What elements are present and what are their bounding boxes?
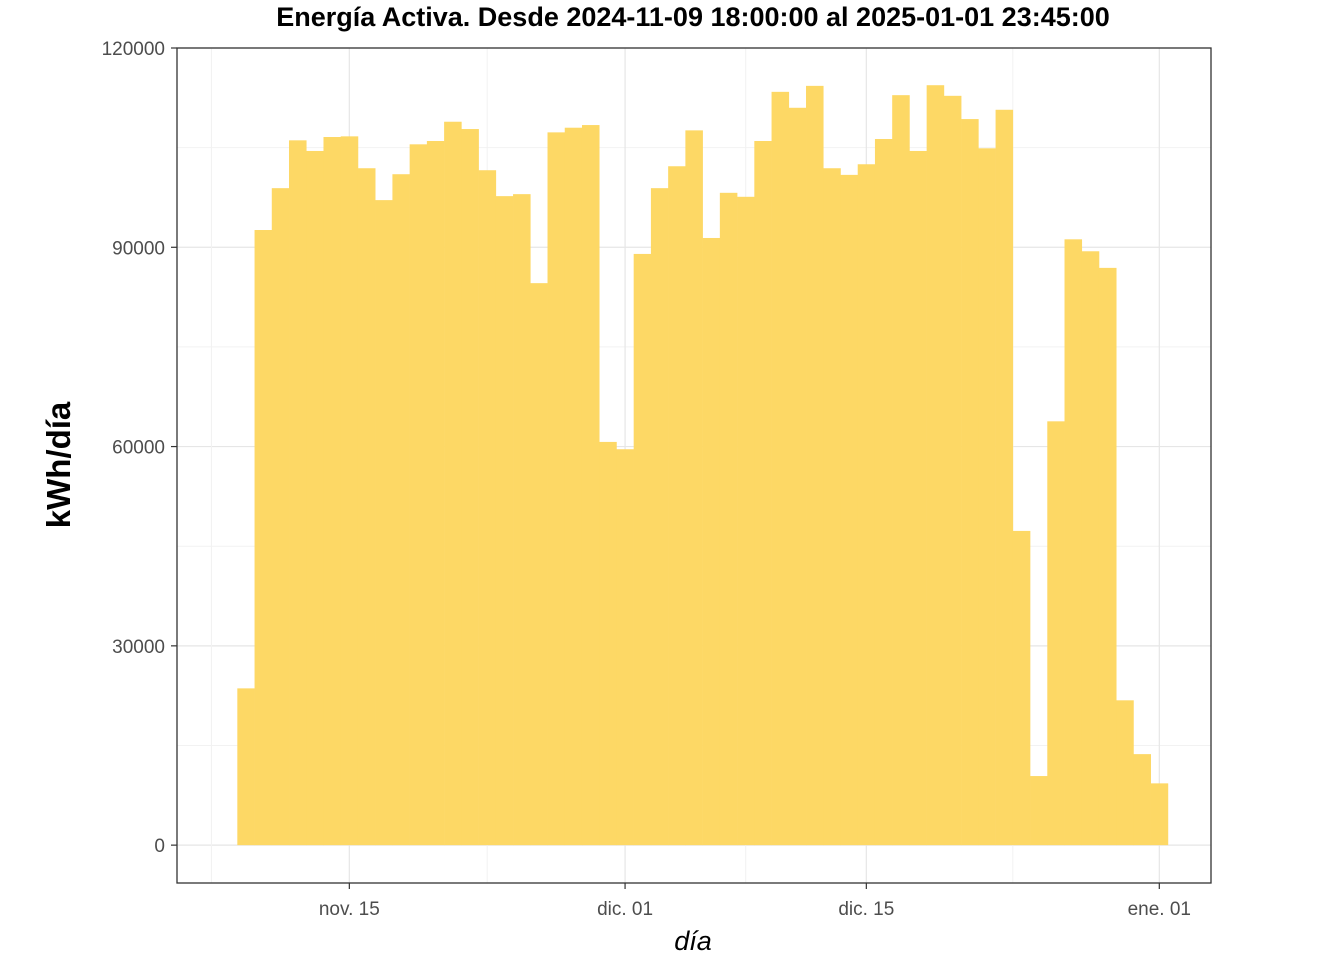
bar xyxy=(995,109,1014,846)
bar xyxy=(340,136,359,846)
bar xyxy=(823,168,841,846)
x-tick-label: dic. 15 xyxy=(838,899,894,920)
bar xyxy=(1116,700,1134,846)
x-axis-label: día xyxy=(674,926,712,956)
bar xyxy=(874,139,893,846)
bar xyxy=(444,121,462,846)
bar xyxy=(737,196,755,846)
bar xyxy=(926,85,945,846)
bar xyxy=(1064,239,1083,846)
bar xyxy=(254,230,273,846)
bar xyxy=(289,140,307,846)
y-tick-label: 30000 xyxy=(112,637,165,658)
bar xyxy=(375,200,393,846)
bar xyxy=(840,174,859,846)
bar xyxy=(668,166,686,846)
bar xyxy=(633,253,652,846)
bar xyxy=(357,168,376,846)
x-tick-label: nov. 15 xyxy=(319,899,380,920)
y-axis-label: kWh/día xyxy=(40,401,77,528)
panel-border xyxy=(176,47,1212,884)
bar xyxy=(909,150,927,846)
bar xyxy=(1150,783,1169,846)
bar xyxy=(961,119,979,846)
bar xyxy=(478,170,497,846)
bar xyxy=(1012,530,1031,846)
x-axis: nov. 15 dic. 01 dic. 15 ene. 01 xyxy=(319,883,1191,920)
bar xyxy=(788,107,807,846)
bar xyxy=(237,688,255,846)
bar xyxy=(306,150,324,846)
y-tick-label: 0 xyxy=(154,836,165,857)
y-tick-label: 90000 xyxy=(112,238,165,259)
bar xyxy=(771,91,790,846)
bar xyxy=(857,164,876,846)
bar xyxy=(892,95,910,846)
bar xyxy=(461,129,479,846)
y-axis: 0 30000 60000 90000 120000 xyxy=(102,39,177,857)
bar xyxy=(513,194,531,846)
bar xyxy=(1098,267,1117,846)
bar xyxy=(530,283,548,846)
bar xyxy=(1081,251,1100,846)
bar xyxy=(599,441,617,846)
bar xyxy=(806,85,824,846)
bar xyxy=(547,132,566,846)
y-tick-label: 120000 xyxy=(102,39,165,60)
bar xyxy=(409,144,428,846)
bar xyxy=(754,140,772,846)
bar xyxy=(495,196,514,846)
bar xyxy=(1030,776,1048,846)
bar xyxy=(650,188,669,846)
bar xyxy=(392,174,410,846)
bar xyxy=(564,127,583,846)
bar xyxy=(426,140,445,846)
bar xyxy=(1047,421,1065,846)
bar xyxy=(1133,754,1151,846)
bar xyxy=(702,237,721,846)
bar xyxy=(616,449,634,846)
bar xyxy=(943,95,962,846)
bars xyxy=(237,85,1169,846)
x-tick-label: ene. 01 xyxy=(1128,899,1191,920)
bar xyxy=(581,125,600,846)
chart-title: Energía Activa. Desde 2024-11-09 18:00:0… xyxy=(276,2,1110,32)
bar xyxy=(685,130,703,846)
bar xyxy=(323,137,342,846)
y-tick-label: 60000 xyxy=(112,438,165,459)
x-tick-label: dic. 01 xyxy=(597,899,653,920)
bar xyxy=(719,192,738,846)
bar xyxy=(978,148,996,846)
bar xyxy=(271,188,290,846)
